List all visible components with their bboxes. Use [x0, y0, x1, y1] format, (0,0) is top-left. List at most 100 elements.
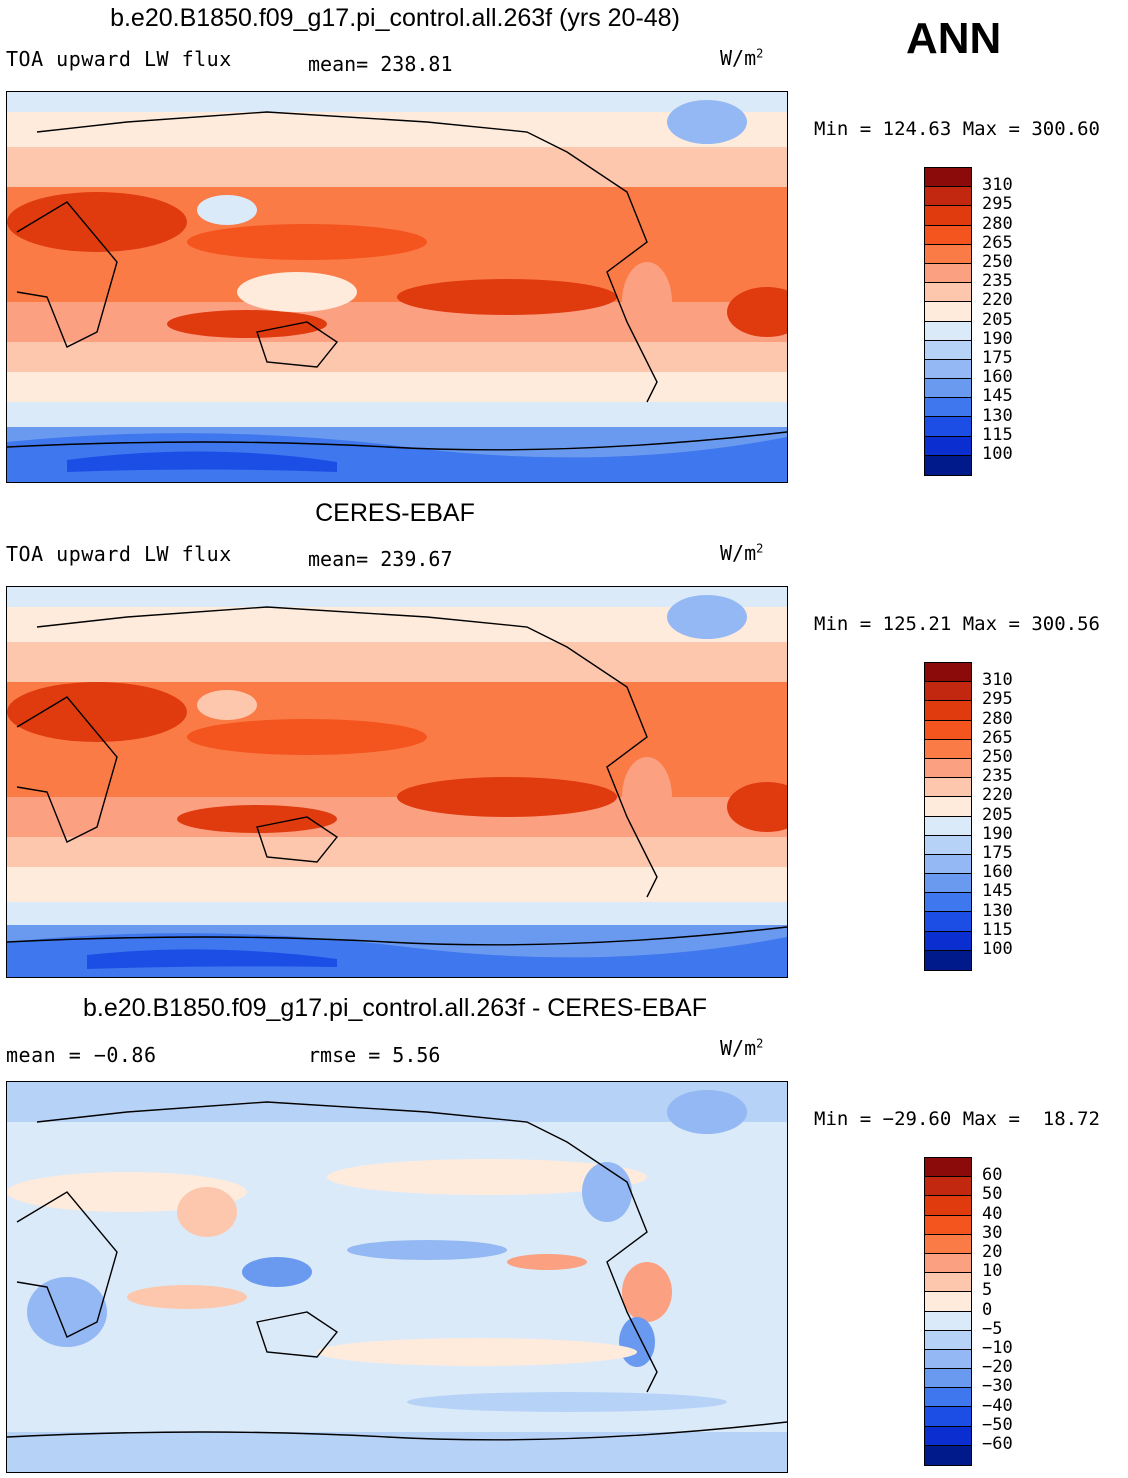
colorbar-swatch: [925, 417, 971, 437]
colorbar-swatch: [925, 1273, 971, 1293]
colorbar-tick-label: 310: [982, 670, 1013, 691]
colorbar-tick-label: 205: [982, 309, 1013, 330]
colorbar-tick-label: 160: [982, 862, 1013, 883]
mean-label: mean= 239.67: [308, 547, 453, 571]
colorbar-swatch: [925, 797, 971, 817]
colorbar-swatch: [925, 436, 971, 456]
colorbar-tick-label: 295: [982, 689, 1013, 710]
colorbar-swatch: [925, 912, 971, 932]
colorbar-tick-label: 100: [982, 939, 1013, 959]
colorbar-tick-label: 130: [982, 405, 1013, 426]
colorbar-tick-label: 30: [982, 1222, 1003, 1243]
units-label: W/m2: [720, 1036, 764, 1060]
colorbar-tick-label: 190: [982, 823, 1013, 844]
colorbar-swatch: [925, 1369, 971, 1389]
colorbar: [924, 662, 972, 971]
colorbar-swatch: [925, 950, 971, 970]
colorbar-tick-label: 235: [982, 271, 1013, 292]
colorbar-swatch: [925, 1330, 971, 1350]
colorbar-tick-label: −50: [982, 1414, 1013, 1435]
colorbar-tick-label: 145: [982, 386, 1013, 407]
colorbar-swatch: [925, 701, 971, 721]
colorbar-swatch: [925, 931, 971, 951]
colorbar-tick-label: 265: [982, 232, 1013, 253]
minmax-label: Min = 124.63 Max = 300.60: [814, 118, 1100, 140]
colorbar-swatch: [925, 682, 971, 702]
colorbar-tick-label: 205: [982, 804, 1013, 825]
colorbar-swatch: [925, 1349, 971, 1370]
colorbar-tick-label: −20: [982, 1357, 1013, 1378]
colorbar-swatch: [925, 854, 971, 875]
panel-title: b.e20.B1850.f09_g17.pi_control.all.263f …: [83, 994, 707, 1022]
colorbar-tick-label: 235: [982, 766, 1013, 787]
colorbar-swatch: [925, 1388, 971, 1408]
colorbar-tick-label: 295: [982, 194, 1013, 215]
rmse-label: rmse = 5.56: [308, 1043, 441, 1067]
mean-label: mean = −0.86: [6, 1043, 157, 1067]
colorbar-tick-label: 100: [982, 444, 1013, 464]
colorbar-tick-label: 280: [982, 213, 1013, 234]
variable-label: TOA upward LW flux: [6, 542, 232, 566]
units-label: W/m2: [720, 541, 764, 565]
colorbar-swatch: [925, 1253, 971, 1274]
colorbar-tick-label: −5: [982, 1318, 1003, 1339]
panel-title: CERES-EBAF: [315, 499, 475, 527]
colorbar-tick-label: 250: [982, 747, 1013, 767]
map-field: [6, 1081, 788, 1473]
colorbar-swatch: [925, 1158, 971, 1178]
colorbar-tick-label: 60: [982, 1165, 1003, 1186]
map-field: [6, 586, 788, 978]
colorbar-tick-label: 40: [982, 1203, 1003, 1224]
colorbar-tick-label: 160: [982, 367, 1013, 388]
season-label: ANN: [906, 14, 1002, 63]
colorbar-swatch: [925, 778, 971, 798]
colorbar-tick-label: 50: [982, 1184, 1003, 1205]
colorbar-tick-label: −60: [982, 1434, 1013, 1454]
map-field: [6, 91, 788, 483]
colorbar-tick-label: 220: [982, 785, 1013, 806]
colorbar-swatch: [925, 1292, 971, 1312]
variable-label: TOA upward LW flux: [6, 47, 232, 71]
colorbar-swatch: [925, 893, 971, 913]
colorbar-tick-label: 10: [982, 1261, 1003, 1282]
colorbar-swatch: [925, 758, 971, 779]
colorbar-swatch: [925, 168, 971, 188]
colorbar-swatch: [925, 874, 971, 894]
colorbar-tick-label: 145: [982, 881, 1013, 902]
colorbar-swatch: [925, 1196, 971, 1216]
colorbar: [924, 1157, 972, 1466]
colorbar-tick-label: 280: [982, 708, 1013, 729]
mean-label: mean= 238.81: [308, 52, 453, 76]
colorbar-tick-label: 115: [982, 919, 1013, 940]
colorbar-swatch: [925, 1426, 971, 1446]
map-contours: [7, 587, 787, 977]
colorbar-swatch: [925, 398, 971, 418]
colorbar-swatch: [925, 720, 971, 740]
colorbar-swatch: [925, 302, 971, 322]
colorbar-swatch: [925, 206, 971, 226]
colorbar-tick-label: 115: [982, 424, 1013, 445]
colorbar-tick-label: −40: [982, 1395, 1013, 1416]
colorbar-swatch: [925, 816, 971, 836]
colorbar-swatch: [925, 283, 971, 303]
colorbar: [924, 167, 972, 476]
colorbar-swatch: [925, 739, 971, 759]
colorbar-swatch: [925, 1445, 971, 1465]
panel-title: b.e20.B1850.f09_g17.pi_control.all.263f …: [110, 4, 680, 32]
minmax-label: Min = −29.60 Max = 18.72: [814, 1108, 1100, 1130]
colorbar-swatch: [925, 225, 971, 245]
map-contours: [7, 1082, 787, 1472]
colorbar-tick-label: 310: [982, 175, 1013, 196]
colorbar-swatch: [925, 1215, 971, 1235]
colorbar-swatch: [925, 340, 971, 360]
colorbar-tick-label: 265: [982, 727, 1013, 748]
colorbar-tick-label: 175: [982, 348, 1013, 368]
map-contours: [7, 92, 787, 482]
colorbar-swatch: [925, 244, 971, 264]
colorbar-tick-label: −30: [982, 1376, 1013, 1397]
colorbar-tick-label: 190: [982, 328, 1013, 349]
colorbar-swatch: [925, 1311, 971, 1331]
colorbar-tick-label: 5: [982, 1280, 993, 1301]
colorbar-tick-label: 130: [982, 900, 1013, 921]
colorbar-swatch: [925, 1177, 971, 1197]
